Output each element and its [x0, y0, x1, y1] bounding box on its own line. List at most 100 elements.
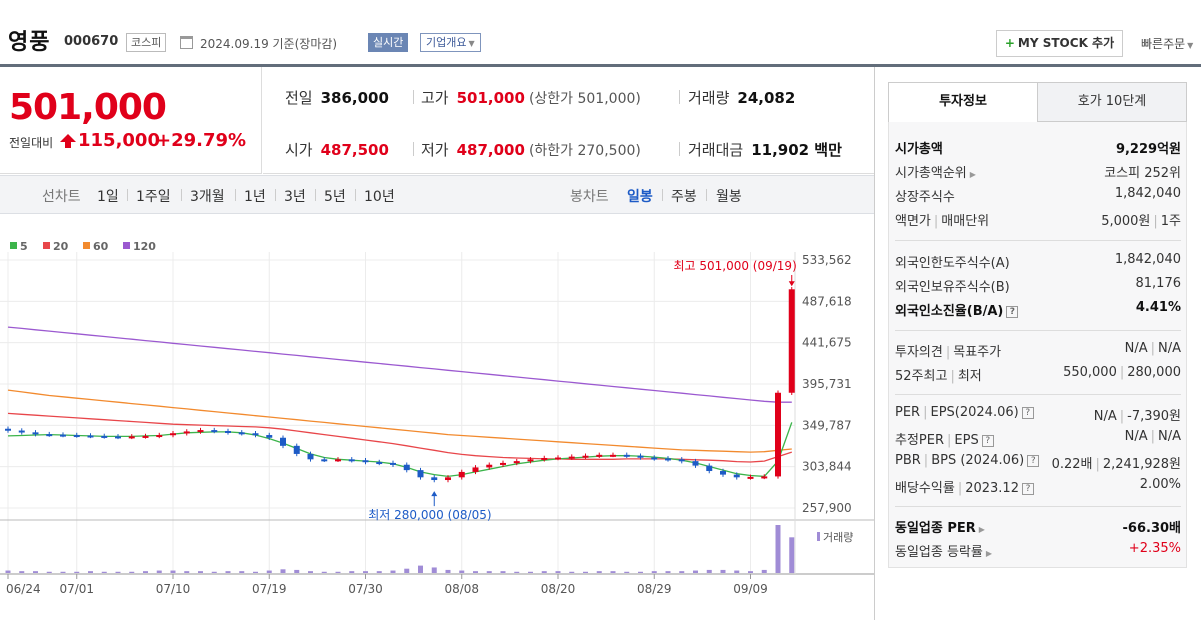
peer-per-label: 동일업종 PER ▶	[895, 517, 985, 536]
tab-invest-info[interactable]: 투자정보	[888, 82, 1038, 122]
help-icon[interactable]: ?	[1027, 455, 1040, 467]
candle	[665, 458, 671, 461]
candle	[115, 436, 121, 439]
volume-bar	[720, 569, 726, 573]
par-label-text: 액면가	[895, 214, 931, 229]
period-1y[interactable]: 1년	[244, 189, 266, 205]
divider	[181, 189, 182, 201]
candle	[60, 434, 66, 437]
quote-high-label: 고가	[421, 89, 449, 107]
volume-bar	[363, 571, 368, 573]
help-icon[interactable]: ?	[1021, 483, 1034, 495]
volume-bar	[115, 571, 121, 573]
period-monthly[interactable]: 월봉	[716, 189, 742, 205]
period-5y[interactable]: 5년	[324, 189, 346, 205]
quote-amount-value: 11,902 백만	[751, 141, 842, 159]
target-price-label: 목표주가	[953, 345, 1002, 360]
foreign-limit-label: 외국인한도주식수(A)	[895, 256, 1010, 271]
market-rank-row[interactable]: 시가총액순위 ▶ 코스피 252위	[895, 162, 1181, 184]
candle	[101, 435, 108, 438]
dividend-label-text: 배당수익률	[895, 481, 955, 496]
mystock-label: MY STOCK 추가	[1017, 36, 1115, 50]
ma-line-5	[7, 422, 793, 478]
candle	[87, 435, 94, 438]
period-3y[interactable]: 3년	[284, 189, 306, 205]
quote-volume-label: 거래량	[688, 89, 730, 107]
tab-hoga[interactable]: 호가 10단계	[1037, 82, 1187, 122]
period-3m[interactable]: 3개월	[190, 189, 225, 205]
ma-line-60	[7, 389, 792, 453]
period-1d[interactable]: 1일	[97, 189, 119, 205]
quote-amount-label: 거래대금	[688, 141, 744, 159]
week52-value: 550,000 | 280,000	[1063, 365, 1181, 380]
candle	[252, 433, 259, 436]
candle	[335, 459, 341, 462]
peer-per-row[interactable]: 동일업종 PER ▶ -66.30배	[895, 517, 1181, 539]
candle	[142, 435, 149, 438]
divider	[662, 189, 663, 201]
candle	[610, 454, 616, 457]
volume-bar	[569, 571, 575, 573]
per-value-text: N/A	[1093, 409, 1117, 424]
price-chart[interactable]: 5 20 60 120 533,562 487,618 441,675 395,731 349,…	[0, 230, 875, 600]
mystock-add-button[interactable]: + MY STOCK 추가	[996, 30, 1123, 57]
volume-bar	[349, 571, 355, 573]
legend-swatch-120	[123, 242, 130, 249]
pbr-label-text: PBR	[895, 453, 921, 468]
realtime-button[interactable]: 실시간	[368, 33, 409, 52]
week52-high-label: 52주최고	[895, 369, 948, 384]
foreign-hold-row: 외국인보유주식수(B) 81,176	[895, 276, 1181, 298]
x-tick-label: 07/01	[59, 582, 94, 596]
company-info-button[interactable]: 기업개요 ▼	[420, 33, 481, 52]
help-icon[interactable]: ?	[981, 435, 994, 447]
help-icon[interactable]: ?	[1006, 306, 1019, 318]
period-weekly[interactable]: 주봉	[671, 189, 697, 205]
trade-unit-value: 1주	[1160, 214, 1181, 229]
volume-bar	[486, 571, 492, 573]
divider	[315, 189, 316, 201]
per-row: PER | EPS(2024.06)? N/A | -7,390원	[895, 405, 1181, 427]
volume-bar	[253, 571, 258, 573]
high-annotation-arrowhead	[788, 281, 795, 287]
quote-high: 고가 501,000 (상한가 501,000)	[421, 87, 641, 108]
est-eps-label: EPS	[954, 433, 979, 448]
trade-unit-label: 매매단위	[941, 214, 990, 229]
x-tick-label: 06/24	[6, 582, 41, 596]
chevron-right-icon: ▶	[978, 525, 985, 534]
divider	[895, 394, 1181, 395]
candle	[527, 459, 534, 462]
listed-shares-label: 상장주식수	[895, 190, 955, 205]
volume-bar	[638, 571, 643, 573]
volume-bar	[184, 571, 190, 573]
volume-bar	[74, 571, 80, 573]
volume-bar	[404, 568, 410, 573]
peer-rate-row[interactable]: 동일업종 등락률 ▶ +2.35%	[895, 541, 1181, 563]
candle	[170, 433, 176, 436]
period-daily[interactable]: 일봉	[627, 189, 653, 205]
candle	[500, 462, 506, 465]
period-10y[interactable]: 10년	[364, 189, 395, 205]
opinion-row: 투자의견 | 목표주가 N/A | N/A	[895, 341, 1181, 363]
market-badge: 코스피	[126, 33, 167, 52]
chart-period-bar: 선차트 1일 1주일 3개월 1년 3년 5년 10년 봉차트 일봉 주봉 월봉	[0, 175, 875, 214]
volume-bar	[583, 571, 588, 573]
y-tick-label: 395,731	[802, 377, 852, 391]
volume-bar	[734, 570, 740, 573]
candle	[692, 461, 699, 466]
high-annotation: 최고 501,000 (09/19)	[673, 259, 796, 273]
price-summary: 501,000 전일대비 115,000 +29.79%	[0, 67, 262, 174]
volume-bar	[761, 569, 767, 573]
divider	[895, 506, 1181, 507]
candle	[651, 457, 658, 460]
volume-bar	[225, 571, 231, 573]
divider	[895, 240, 1181, 241]
quick-order-button[interactable]: 빠른주문 ▼	[1141, 35, 1193, 52]
candle	[128, 436, 135, 439]
help-icon[interactable]: ?	[1021, 407, 1034, 419]
quote-low: 저가 487,000 (하한가 270,500)	[421, 139, 641, 160]
period-1w[interactable]: 1주일	[136, 189, 171, 205]
est-eps-value: N/A	[1158, 429, 1181, 444]
volume-bar	[239, 571, 245, 573]
y-tick-label: 349,787	[802, 418, 852, 432]
candle	[348, 459, 355, 462]
